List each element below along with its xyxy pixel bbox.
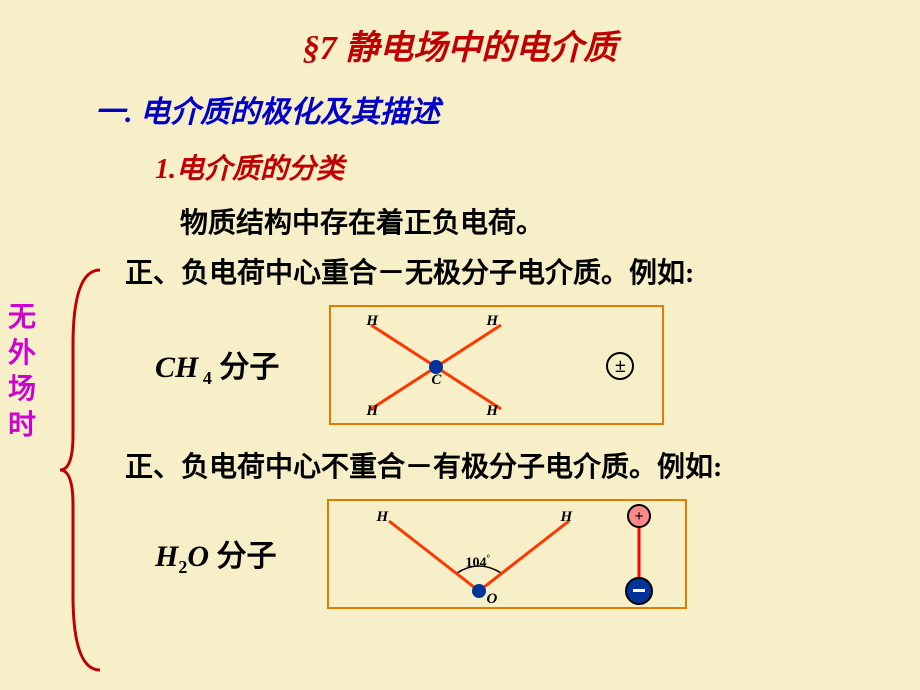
ch4-diagram: HHHHC ±	[329, 305, 664, 425]
svg-text:+: +	[634, 508, 643, 525]
nonpolar-line: 正、负电荷中心重合－无极分子电介质。例如:	[125, 251, 880, 291]
ch4-row: CH 4 分子 HHHHC ±	[155, 305, 880, 425]
bracket-icon	[55, 265, 105, 675]
h2o-row: H2O 分子 + HHO104°	[155, 499, 880, 609]
section-1-text: 一. 电介质的极化及其描述	[95, 96, 440, 129]
intro-line: 物质结构中存在着正负电荷。	[180, 201, 880, 241]
h2o-diagram: + HHO104°	[327, 499, 687, 609]
title-text: §7 静电场中的电介质	[303, 30, 618, 67]
section-2-heading: 1.电介质的分类	[155, 147, 880, 187]
section-1-heading: 一. 电介质的极化及其描述	[95, 87, 880, 131]
h2o-formula: H2O 分子	[155, 531, 277, 578]
slide-title: §7 静电场中的电介质	[40, 20, 880, 69]
section-2-text: 1.电介质的分类	[155, 154, 344, 185]
polar-line: 正、负电荷中心不重合－有极分子电介质。例如:	[125, 445, 880, 485]
side-label: 无外场时	[8, 300, 38, 444]
slide-root: §7 静电场中的电介质 一. 电介质的极化及其描述 1.电介质的分类 物质结构中…	[0, 0, 920, 690]
ch4-formula: CH 4 分子	[155, 342, 279, 389]
